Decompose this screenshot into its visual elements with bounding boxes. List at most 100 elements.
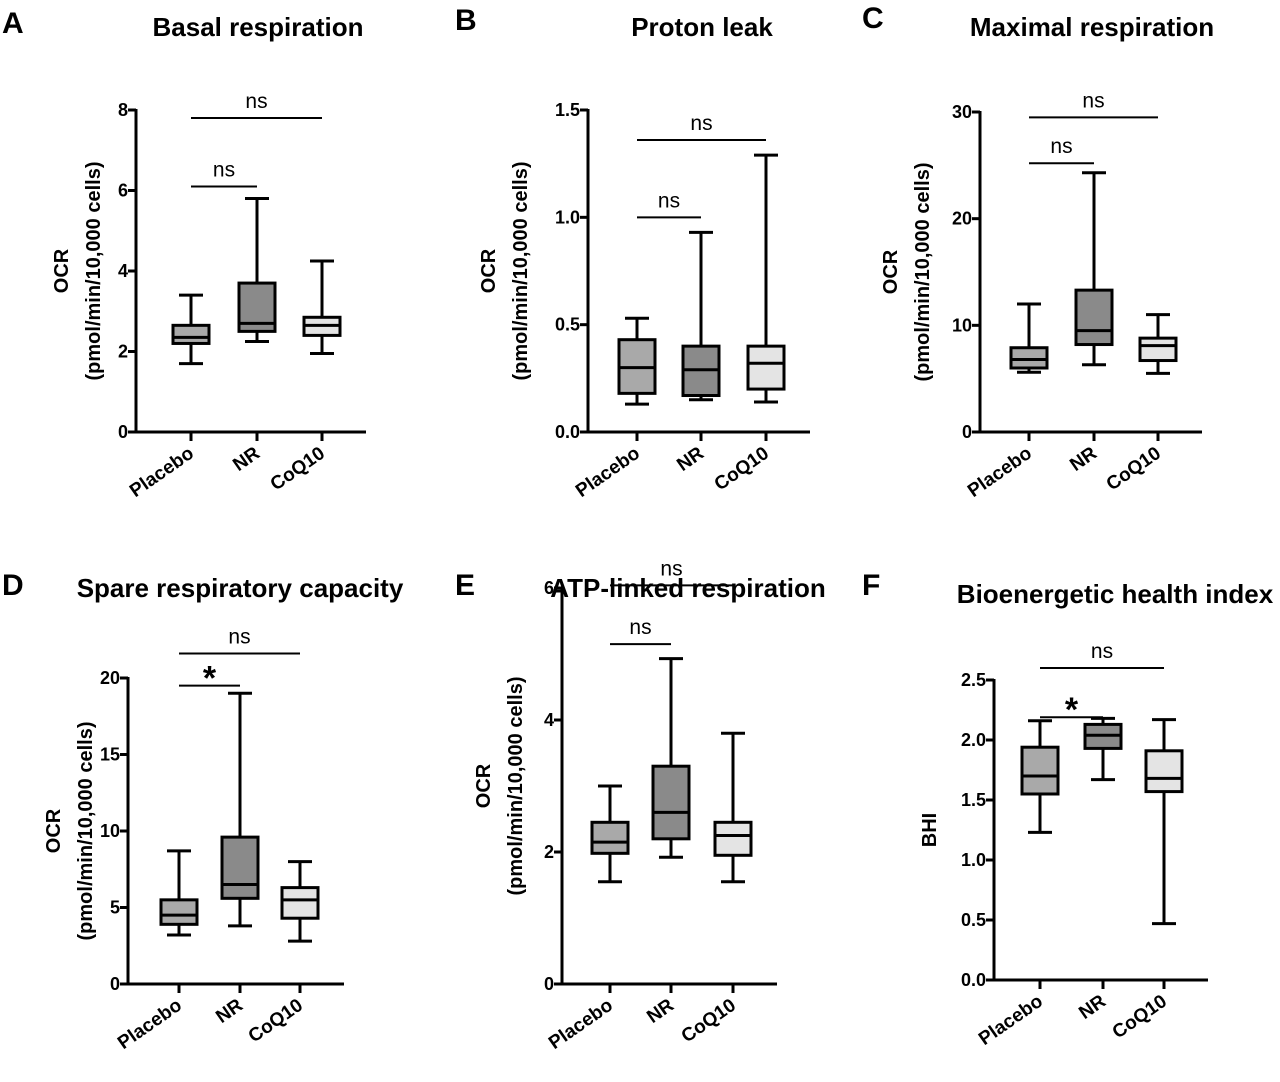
x-tick-label: CoQ10 <box>245 995 307 1047</box>
significance-label: ns <box>690 112 712 135</box>
x-tick-label: NR <box>643 995 678 1028</box>
chart-panel-f: F Bioenergetic health index 0.0 0.5 1.0 1.5 2.… <box>862 569 1274 1050</box>
box-body <box>1009 346 1049 370</box>
panel-letter: B <box>455 4 477 37</box>
chart-title: Bioenergetic health index <box>957 579 1274 609</box>
y-tick-label: 30 <box>952 102 972 122</box>
chart-title: ATP-linked respiration <box>550 573 825 603</box>
significance-label: ns <box>629 616 651 639</box>
chart-panel-c: C Maximal respiration 0 10 20 30 OCR (pmol/min/… <box>862 2 1214 502</box>
box-placebo <box>171 293 211 366</box>
y-tick-label: 0 <box>118 422 128 442</box>
box-body <box>590 820 630 855</box>
x-tick-label: Placebo <box>975 991 1047 1050</box>
panel-letter: A <box>2 7 24 40</box>
y-tick-label: 4 <box>118 261 128 281</box>
significance-label: ns <box>228 626 250 649</box>
y-tick-label: 0.0 <box>555 422 580 442</box>
box-placebo <box>1020 719 1060 834</box>
x-tick-label: CoQ10 <box>267 443 329 495</box>
box-nr <box>220 691 260 928</box>
box-nr <box>681 230 721 402</box>
box-coq10 <box>746 153 786 404</box>
box-nr <box>237 197 277 343</box>
x-tick-label: CoQ10 <box>711 443 773 495</box>
box-body <box>1020 745 1060 796</box>
significance-label: ns <box>1082 89 1104 112</box>
x-tick-label: NR <box>1075 991 1110 1024</box>
chart-panel-b: B Proton leak 0.0 0.5 1.0 1.5 OCR (pmol/min/10,… <box>455 4 810 502</box>
significance-label: ns <box>1050 135 1072 158</box>
x-tick-label: NR <box>212 995 247 1028</box>
x-tick-label: NR <box>673 443 708 476</box>
y-tick-label: 0.0 <box>961 970 986 990</box>
box-body <box>280 886 320 920</box>
y-tick-label: 20 <box>100 668 120 688</box>
y-tick-label: 0.5 <box>555 315 580 335</box>
y-tick-label: 15 <box>100 745 120 765</box>
box-placebo <box>590 784 630 884</box>
box-body <box>1144 749 1184 794</box>
panel-letter: C <box>862 2 884 35</box>
y-tick-label: 10 <box>952 315 972 335</box>
x-tick-label: Placebo <box>545 995 617 1054</box>
box-coq10 <box>280 860 320 943</box>
box-placebo <box>159 849 199 937</box>
x-tick-label: Placebo <box>126 443 198 502</box>
y-tick-label: 8 <box>118 100 128 120</box>
x-tick-label: CoQ10 <box>1103 443 1165 495</box>
box-coq10 <box>1144 718 1184 926</box>
box-placebo <box>1009 302 1049 374</box>
y-axis-label-units: (pmol/min/10,000 cells) <box>83 162 105 381</box>
y-tick-label: 1.0 <box>961 850 986 870</box>
box-body <box>220 835 260 900</box>
y-tick-label: 20 <box>952 209 972 229</box>
panel-letter: E <box>455 569 475 602</box>
chart-title: Basal respiration <box>153 12 364 42</box>
x-tick-label: NR <box>229 443 264 476</box>
y-tick-label: 6 <box>544 578 554 598</box>
chart-panel-d: D Spare respiratory capacity 0 5 10 15 20 OCR (p… <box>2 569 404 1054</box>
y-tick-label: 0 <box>544 974 554 994</box>
chart-title: Maximal respiration <box>970 12 1214 42</box>
chart-title: Spare respiratory capacity <box>77 573 404 603</box>
box-body <box>651 764 691 841</box>
y-tick-label: 1.0 <box>555 207 580 227</box>
significance-label: * <box>1065 691 1079 729</box>
chart-panel-a: A Basal respiration 0 2 4 6 8 OCR (pmol/min/10,0… <box>2 7 366 502</box>
y-tick-label: 0.5 <box>961 910 986 930</box>
x-tick-label: CoQ10 <box>678 995 740 1047</box>
y-axis-label: OCR <box>51 248 73 293</box>
x-tick-label: Placebo <box>964 443 1036 502</box>
box-coq10 <box>302 259 342 356</box>
y-tick-label: 1.5 <box>961 790 986 810</box>
x-tick-label: Placebo <box>114 995 186 1054</box>
y-axis-label: OCR <box>880 249 902 294</box>
y-axis-label: OCR <box>43 808 65 853</box>
y-tick-label: 2.0 <box>961 730 986 750</box>
significance-label: ns <box>660 557 682 580</box>
box-body <box>159 898 199 926</box>
box-body <box>1138 336 1178 363</box>
box-nr <box>1083 716 1123 782</box>
y-axis-label-units: (pmol/min/10,000 cells) <box>75 722 97 941</box>
x-tick-label: CoQ10 <box>1109 991 1171 1043</box>
y-tick-label: 1.5 <box>555 100 580 120</box>
significance-label: ns <box>1091 640 1113 663</box>
y-axis-label: OCR <box>473 763 495 808</box>
y-tick-label: 2.5 <box>961 670 986 690</box>
y-axis-label-units: (pmol/min/10,000 cells) <box>912 163 934 382</box>
y-tick-label: 0 <box>110 974 120 994</box>
y-tick-label: 10 <box>100 821 120 841</box>
y-axis-label: OCR <box>478 248 500 293</box>
y-tick-label: 2 <box>118 342 128 362</box>
x-tick-label: Placebo <box>572 443 644 502</box>
significance-label: * <box>203 660 217 698</box>
y-tick-label: 4 <box>544 710 554 730</box>
box-coq10 <box>1138 313 1178 375</box>
chart-panel-e: E ATP-linked respiration 0 2 4 6 OCR (pmol/min/… <box>455 557 826 1054</box>
y-tick-label: 6 <box>118 181 128 201</box>
box-body <box>746 344 786 391</box>
y-tick-label: 5 <box>110 898 120 918</box>
